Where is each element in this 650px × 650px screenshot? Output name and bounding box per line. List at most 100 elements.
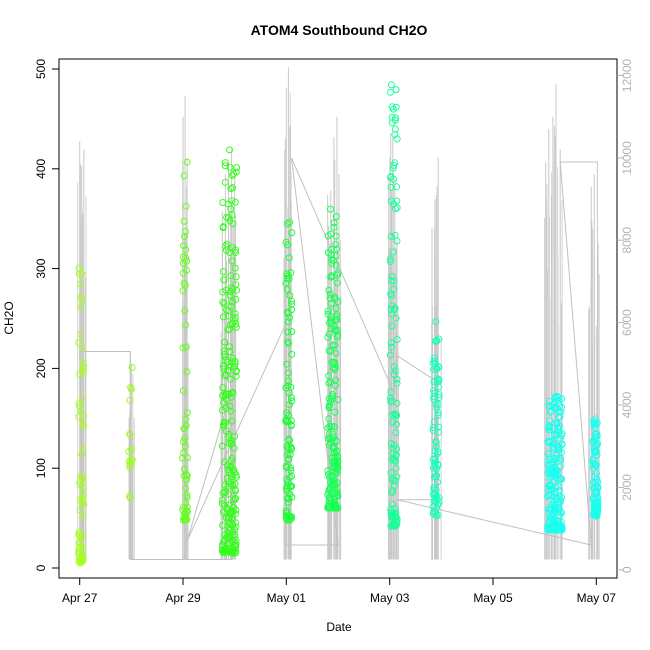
- data-point: [331, 382, 339, 389]
- data-point: [182, 254, 190, 262]
- data-point: [549, 499, 557, 507]
- data-point: [79, 359, 87, 367]
- data-point: [327, 397, 334, 405]
- data-point: [77, 494, 85, 502]
- data-point: [179, 269, 187, 277]
- data-point: [231, 314, 239, 322]
- data-point: [286, 218, 293, 226]
- data-point: [333, 245, 341, 253]
- data-point: [552, 483, 560, 491]
- data-point: [180, 438, 188, 446]
- data-point: [389, 164, 397, 172]
- data-point: [387, 173, 394, 181]
- data-point: [78, 344, 86, 351]
- data-point: [182, 246, 190, 254]
- data-point: [389, 444, 397, 452]
- data-point: [325, 379, 333, 387]
- data-point: [589, 438, 597, 446]
- data-point: [231, 198, 239, 206]
- data-point: [332, 376, 339, 384]
- data-point: [328, 259, 336, 267]
- data-point: [288, 493, 296, 501]
- data-point: [229, 220, 237, 228]
- data-point: [282, 416, 290, 424]
- data-point: [284, 499, 292, 506]
- data-point: [429, 503, 437, 511]
- data-point: [327, 273, 335, 281]
- data-point: [433, 404, 441, 412]
- data-point: [387, 388, 395, 396]
- data-point: [558, 522, 566, 530]
- data-point: [553, 420, 561, 428]
- data-point: [328, 488, 336, 496]
- data-point: [333, 488, 341, 496]
- data-point: [226, 292, 234, 299]
- data-point: [287, 482, 294, 490]
- data-point: [287, 269, 295, 277]
- data-point: [182, 228, 189, 235]
- data-point: [75, 400, 83, 408]
- data-point: [386, 351, 394, 359]
- data-point: [285, 254, 293, 262]
- data-point: [330, 445, 337, 453]
- data-point: [221, 372, 229, 380]
- data-point: [389, 418, 397, 426]
- points-layer: [75, 81, 602, 567]
- data-point: [434, 400, 442, 408]
- data-point: [221, 178, 229, 186]
- data-point: [219, 288, 227, 296]
- data-point: [328, 422, 335, 430]
- data-point: [393, 420, 400, 428]
- data-point: [288, 297, 295, 305]
- data-point: [551, 488, 559, 496]
- data-point: [283, 220, 291, 228]
- data-point: [332, 470, 340, 478]
- data-point: [387, 440, 395, 447]
- data-point: [546, 417, 553, 425]
- data-point: [327, 313, 335, 320]
- data-point: [284, 241, 292, 249]
- data-point: [390, 370, 398, 378]
- data-point: [80, 362, 88, 370]
- data-point: [434, 460, 442, 468]
- data-point: [75, 270, 83, 278]
- data-point: [79, 544, 87, 552]
- data-point: [78, 394, 86, 402]
- data-point: [285, 389, 293, 397]
- data-point: [227, 457, 235, 465]
- data-point: [389, 477, 397, 485]
- data-point: [431, 494, 439, 502]
- data-point: [387, 339, 395, 347]
- data-point: [327, 230, 335, 238]
- data-point: [554, 467, 561, 475]
- data-point: [387, 277, 395, 285]
- data-point: [392, 205, 399, 213]
- data-point: [78, 270, 86, 277]
- y2-tick-label: 0: [620, 566, 634, 573]
- data-point: [79, 366, 87, 374]
- data-point: [593, 470, 600, 477]
- data-point: [325, 404, 333, 412]
- data-point: [282, 514, 290, 522]
- data-point: [591, 420, 599, 428]
- data-point: [79, 556, 87, 564]
- data-point: [76, 506, 84, 514]
- data-point: [287, 417, 295, 425]
- data-point: [224, 490, 232, 498]
- data-point: [435, 428, 443, 436]
- data-point: [224, 200, 232, 208]
- data-point: [285, 369, 293, 377]
- data-point: [80, 501, 88, 509]
- x-tick-label: May 05: [473, 591, 513, 605]
- data-point: [181, 442, 189, 450]
- data-point: [549, 440, 557, 448]
- altitude-path-line: [79, 157, 598, 560]
- data-point: [591, 508, 599, 516]
- data-point: [334, 298, 342, 306]
- data-point: [220, 458, 228, 466]
- y-tick-label: 200: [34, 358, 48, 378]
- data-point: [392, 411, 400, 419]
- data-point: [179, 287, 187, 295]
- data-point: [288, 300, 295, 308]
- data-point: [331, 366, 339, 374]
